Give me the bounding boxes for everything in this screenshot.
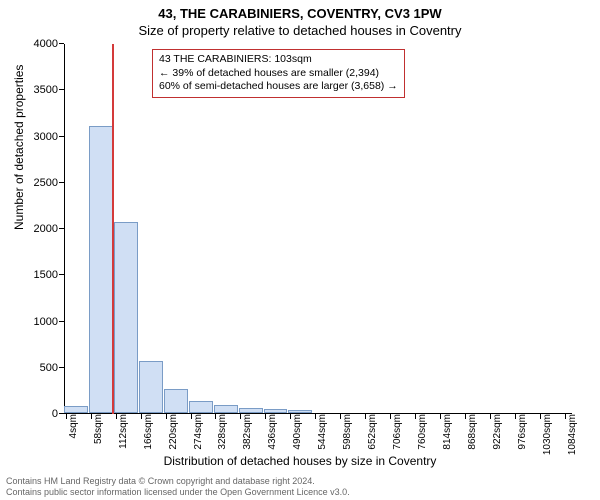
x-tick-label: 328sqm [211,414,228,450]
histogram-bar [239,408,263,413]
x-tick-label: 4sqm [62,414,79,438]
y-tick-label: 2000 [34,223,64,235]
x-tick-label: 706sqm [386,414,403,450]
histogram-bar [89,126,113,413]
y-tick-label: 3000 [34,131,64,143]
annotation-line-2: ← 39% of detached houses are smaller (2,… [159,67,398,81]
x-tick-label: 598sqm [336,414,353,450]
y-tick-label: 3500 [34,84,64,96]
y-tick-label: 2500 [34,177,64,189]
y-tick-label: 1000 [34,316,64,328]
x-tick-label: 544sqm [311,414,328,450]
x-tick-label: 868sqm [461,414,478,450]
x-tick-label: 814sqm [436,414,453,450]
x-tick-label: 922sqm [486,414,503,450]
x-tick-label: 58sqm [87,414,104,444]
x-tick-label: 1084sqm [561,414,578,455]
y-tick-mark [59,89,64,90]
annotation-line-3: 60% of semi-detached houses are larger (… [159,80,398,94]
x-tick-label: 760sqm [411,414,428,450]
histogram-bar [164,389,188,413]
chart-container: 43, THE CARABINIERS, COVENTRY, CV3 1PW S… [0,0,600,500]
y-tick-mark [59,413,64,414]
y-tick-mark [59,43,64,44]
y-tick-mark [59,228,64,229]
y-tick-mark [59,274,64,275]
histogram-bar [139,361,163,413]
y-axis-label: Number of detached properties [12,65,26,230]
histogram-bar [64,406,88,413]
x-tick-label: 220sqm [162,414,179,450]
x-tick-label: 382sqm [236,414,253,450]
x-tick-label: 652sqm [361,414,378,450]
x-tick-label: 1030sqm [536,414,553,455]
x-tick-label: 436sqm [261,414,278,450]
x-tick-label: 166sqm [137,414,154,450]
y-tick-label: 4000 [34,38,64,50]
y-tick-mark [59,321,64,322]
y-tick-mark [59,367,64,368]
y-tick-label: 0 [52,408,64,420]
x-tick-label: 976sqm [511,414,528,450]
histogram-bar [288,410,312,413]
x-tick-label: 274sqm [187,414,204,450]
plot-area: 43 THE CARABINIERS: 103sqm ← 39% of deta… [64,44,572,414]
histogram-bar [214,405,238,413]
chart-title-sub: Size of property relative to detached ho… [0,21,600,38]
y-tick-mark [59,136,64,137]
footer-line-1: Contains HM Land Registry data © Crown c… [6,476,594,486]
histogram-bar [264,409,288,413]
y-tick-label: 500 [40,362,64,374]
histogram-bar [189,401,213,413]
footer-line-2: Contains public sector information licen… [6,487,594,497]
x-tick-label: 112sqm [112,414,129,449]
x-axis-label: Distribution of detached houses by size … [0,454,600,468]
chart-title-main: 43, THE CARABINIERS, COVENTRY, CV3 1PW [0,0,600,21]
y-tick-mark [59,182,64,183]
y-axis-line [64,44,65,414]
annotation-box: 43 THE CARABINIERS: 103sqm ← 39% of deta… [152,49,405,98]
histogram-bar [114,222,138,413]
chart-footer: Contains HM Land Registry data © Crown c… [6,476,594,497]
x-tick-label: 490sqm [286,414,303,450]
annotation-line-1: 43 THE CARABINIERS: 103sqm [159,53,398,67]
y-tick-label: 1500 [34,269,64,281]
property-marker-line [112,44,114,414]
